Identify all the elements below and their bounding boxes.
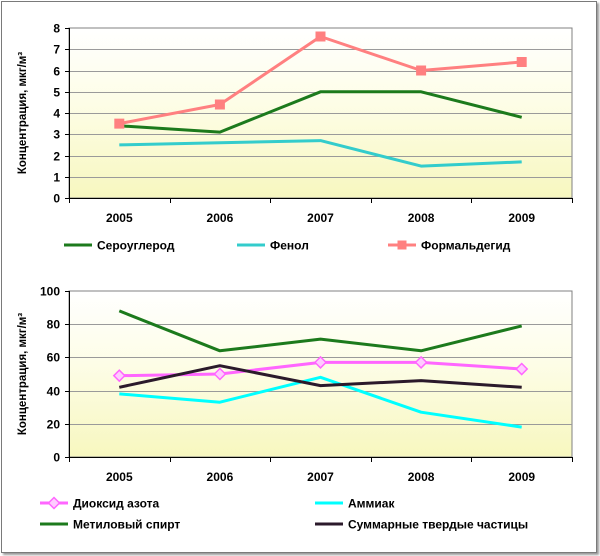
series-line <box>119 90 523 134</box>
data-point <box>416 65 427 76</box>
series-формальдегид <box>114 31 527 129</box>
x-tick-label-2006: 2006 <box>207 211 234 225</box>
y-tick-label: 40 <box>47 385 61 399</box>
legend-entry-фенол: Фенол <box>237 239 309 253</box>
y-tick-label: 20 <box>47 418 61 432</box>
x-tick-label-2007: 2007 <box>307 211 334 225</box>
legend: Диоксид азота Аммиак Метиловый спирт Суммар… <box>40 496 528 532</box>
y-tick-label: 80 <box>47 318 61 332</box>
series-line <box>118 309 523 353</box>
y-tick-label: 0 <box>53 451 60 465</box>
y-axis-title: Концентрация, мкг/м³ <box>17 313 29 435</box>
series-line <box>118 364 522 389</box>
chart-2: 0 20 40 60 80 100 2005 2006 2007 2008 2009 Концентр… <box>17 285 573 532</box>
data-point <box>214 99 225 110</box>
y-tick-label: 60 <box>47 351 61 365</box>
y-tick-label: 0 <box>53 192 60 206</box>
legend-label: Метиловый спирт <box>73 518 180 532</box>
series-метиловый-спирт <box>118 309 523 353</box>
data-point <box>515 362 529 376</box>
series-line <box>119 139 522 168</box>
legend-entry-диоксид-азота: Диоксид азота <box>40 496 160 511</box>
legend-entry-метиловый-спирт: Метиловый спирт <box>40 518 180 532</box>
legend-marker <box>47 496 61 510</box>
legend-label: Сероуглерод <box>97 239 175 253</box>
legend-entry-сероуглерод: Сероуглерод <box>64 239 175 253</box>
y-tick-label: 5 <box>53 86 60 100</box>
chart-1: 0 1 2 3 4 5 6 7 8 2005 2006 2007 2008 2009 Концентраци… <box>17 22 573 253</box>
y-tick-label: 3 <box>53 128 60 142</box>
y-tick-label: 2 <box>53 150 60 164</box>
data-point <box>315 31 326 42</box>
series-line <box>119 375 522 429</box>
y-tick-label: 6 <box>53 65 60 79</box>
y-tick-label: 7 <box>53 43 60 57</box>
series-аммиак <box>119 375 522 429</box>
x-tick-label-2008: 2008 <box>408 470 435 484</box>
x-tick-label-2009: 2009 <box>508 211 535 225</box>
legend-label: Фенол <box>270 239 309 253</box>
legend-entry-формальдегид: Формальдегид <box>388 239 511 253</box>
data-point <box>213 367 227 381</box>
legend-label: Диоксид азота <box>73 497 160 511</box>
x-tick-label-2006: 2006 <box>207 470 234 484</box>
data-point <box>114 118 125 129</box>
legend: Сероуглерод Фенол Формальдегид <box>64 239 511 253</box>
legend-marker <box>397 240 407 250</box>
x-tick-label-2009: 2009 <box>508 470 535 484</box>
series-диоксид-азота <box>112 355 529 383</box>
x-tick-label-2007: 2007 <box>307 470 334 484</box>
legend-entry-суммарные-твердые-частицы: Суммарные твердые частицы <box>315 518 528 532</box>
legend-label: Формальдегид <box>421 239 511 253</box>
data-point <box>313 355 328 369</box>
x-tick-label-2005: 2005 <box>106 470 133 484</box>
y-axis-title: Концентрация, мкг/м³ <box>17 52 29 174</box>
data-point <box>112 369 126 383</box>
series-сероуглерод <box>119 90 523 134</box>
y-tick-label: 1 <box>53 171 60 185</box>
legend-entry-аммиак: Аммиак <box>315 497 395 511</box>
x-tick-label-2008: 2008 <box>408 211 435 225</box>
data-point <box>414 355 428 369</box>
legend-label: Аммиак <box>348 497 395 511</box>
y-tick-label: 100 <box>40 285 60 299</box>
series-суммарные-твердые-частицы <box>118 364 522 389</box>
y-tick-label: 4 <box>53 107 60 121</box>
legend-label: Суммарные твердые частицы <box>348 518 528 532</box>
series-фенол <box>119 139 522 168</box>
y-tick-label: 8 <box>53 22 60 36</box>
data-point <box>516 57 527 67</box>
x-tick-label-2005: 2005 <box>106 211 133 225</box>
